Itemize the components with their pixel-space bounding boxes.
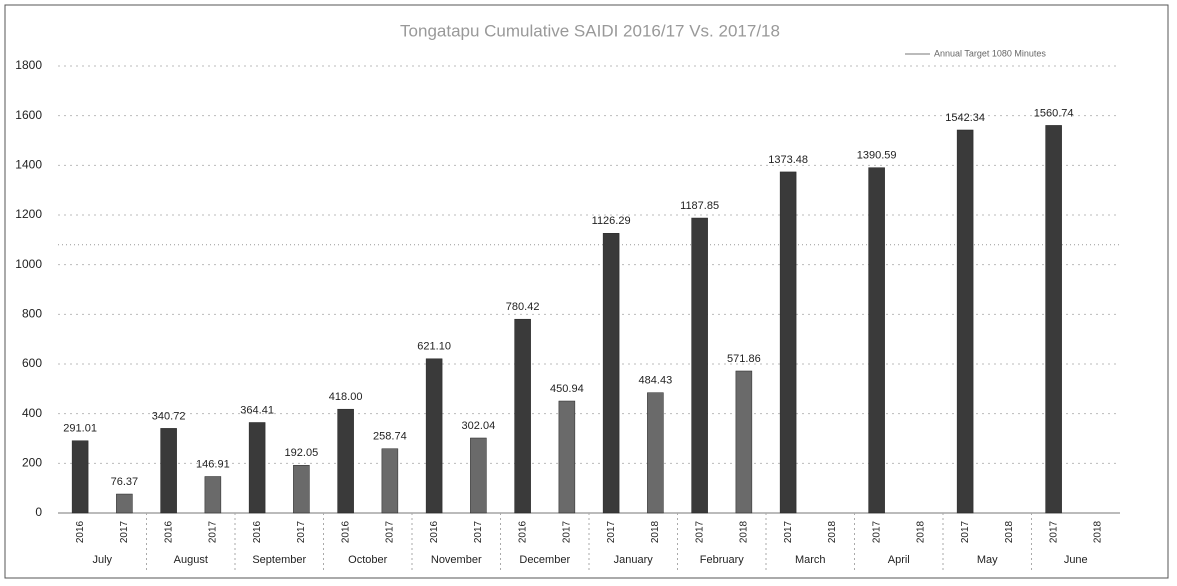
- x-group-label: April: [888, 554, 910, 566]
- value-label: 571.86: [727, 353, 761, 365]
- bar: [735, 370, 753, 514]
- x-tick-label: 2017: [694, 520, 705, 543]
- value-label: 146.91: [196, 458, 230, 470]
- x-group-label: May: [977, 554, 998, 566]
- bar: [204, 476, 222, 514]
- x-tick-label: 2018: [1004, 520, 1015, 543]
- value-label: 1373.48: [768, 154, 808, 166]
- y-tick-label: 400: [22, 406, 42, 420]
- bar: [514, 318, 531, 514]
- x-group-label: February: [700, 554, 745, 566]
- value-label: 340.72: [152, 410, 186, 422]
- x-tick-label: 2017: [385, 520, 396, 543]
- value-label: 1187.85: [680, 200, 719, 212]
- bar: [337, 408, 354, 514]
- bar: [1045, 125, 1062, 514]
- value-label: 621.10: [417, 341, 451, 353]
- x-group-label: January: [614, 554, 654, 566]
- bar: [558, 400, 576, 514]
- bar: [160, 428, 177, 514]
- x-tick-label: 2018: [1093, 520, 1104, 543]
- x-tick-label: 2017: [473, 520, 484, 543]
- y-tick-label: 0: [35, 505, 42, 519]
- value-label: 1390.59: [857, 150, 897, 162]
- x-group-label: October: [348, 554, 387, 566]
- chart-border: [4, 4, 1169, 579]
- value-label: 1126.29: [592, 215, 631, 227]
- x-tick-label: 2017: [606, 520, 617, 543]
- x-tick-label: 2017: [296, 520, 307, 543]
- x-tick-label: 2017: [871, 520, 882, 543]
- bar: [956, 129, 974, 514]
- y-tick-label: 1200: [15, 207, 42, 221]
- y-tick-label: 600: [22, 356, 42, 370]
- x-group-label: September: [252, 554, 306, 566]
- value-label: 484.43: [639, 375, 673, 387]
- bar: [647, 392, 664, 514]
- x-tick-label: 2017: [960, 520, 971, 543]
- x-group-label: August: [174, 554, 208, 566]
- x-tick-label: 2016: [163, 520, 174, 543]
- x-tick-label: 2016: [340, 520, 351, 543]
- chart-title: Tongatapu Cumulative SAIDI 2016/17 Vs. 2…: [400, 21, 780, 40]
- x-group-label: June: [1064, 554, 1088, 566]
- value-label: 780.42: [506, 301, 540, 313]
- x-tick-label: 2016: [429, 520, 440, 543]
- value-label: 291.01: [63, 423, 97, 435]
- y-tick-label: 1600: [15, 108, 42, 122]
- x-tick-label: 2017: [562, 520, 573, 543]
- x-tick-label: 2016: [517, 520, 528, 543]
- bar: [470, 437, 487, 514]
- x-tick-label: 2018: [650, 520, 661, 543]
- bar: [602, 233, 620, 514]
- y-tick-label: 1400: [15, 158, 42, 172]
- bar: [691, 217, 708, 514]
- bar: [293, 465, 310, 514]
- x-group-label: July: [92, 554, 112, 566]
- legend-label: Annual Target 1080 Minutes: [934, 48, 1046, 58]
- value-label: 1542.34: [945, 112, 985, 124]
- x-tick-label: 2017: [119, 520, 130, 543]
- value-label: 450.94: [550, 383, 584, 395]
- bar: [425, 358, 443, 514]
- bar: [248, 422, 266, 514]
- x-tick-label: 2016: [75, 520, 86, 543]
- bar: [868, 167, 885, 514]
- x-tick-label: 2016: [252, 520, 263, 543]
- x-group-label: November: [431, 554, 482, 566]
- x-group-label: December: [519, 554, 570, 566]
- value-label: 192.05: [285, 447, 319, 459]
- x-tick-label: 2017: [1048, 520, 1059, 543]
- bar: [71, 440, 89, 514]
- value-label: 418.00: [329, 391, 363, 403]
- value-label: 76.37: [111, 476, 139, 488]
- x-tick-label: 2018: [739, 520, 750, 543]
- value-label: 302.04: [462, 420, 496, 432]
- y-tick-label: 1000: [15, 257, 42, 271]
- x-group-label: March: [795, 554, 826, 566]
- x-tick-label: 2018: [916, 520, 927, 543]
- y-tick-label: 1800: [15, 58, 42, 72]
- value-label: 1560.74: [1034, 107, 1074, 119]
- x-tick-label: 2017: [208, 520, 219, 543]
- bar: [116, 493, 133, 514]
- x-tick-label: 2018: [827, 520, 838, 543]
- x-tick-label: 2017: [783, 520, 794, 543]
- y-tick-label: 800: [22, 307, 42, 321]
- bar: [381, 448, 399, 514]
- y-tick-label: 200: [22, 456, 42, 470]
- value-label: 258.74: [373, 431, 407, 443]
- value-label: 364.41: [240, 404, 274, 416]
- bar: [779, 171, 797, 514]
